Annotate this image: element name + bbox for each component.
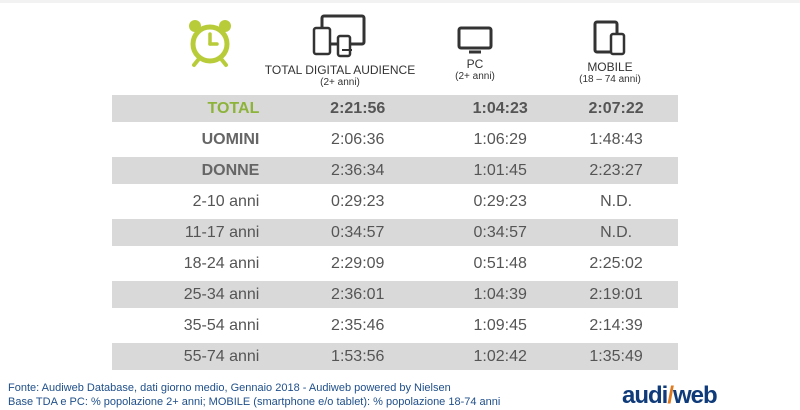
multi-device-icon (260, 12, 420, 60)
source-note: Fonte: Audiweb Database, dati giorno med… (8, 381, 500, 409)
column-sub-pc: (2+ anni) (455, 71, 495, 82)
table-row: 2-10 anni 0:29:23 0:29:23 N.D. (112, 188, 678, 215)
row-label: TOTAL (207, 99, 260, 117)
cell-total: 0:34:57 (331, 223, 385, 241)
cell-mobile: 1:35:49 (589, 347, 643, 365)
table-row: 18-24 anni 2:29:09 0:51:48 2:25:02 (112, 250, 678, 277)
cell-mobile: 2:14:39 (589, 316, 643, 334)
cell-pc: 0:34:57 (473, 223, 527, 241)
cell-pc: 1:04:39 (473, 285, 527, 303)
cell-pc: 1:02:42 (473, 347, 527, 365)
cell-pc: 1:09:45 (473, 316, 527, 334)
row-label: 35-54 anni (183, 316, 260, 334)
logo-slash: / (667, 382, 674, 409)
cell-pc: 0:29:23 (473, 192, 527, 210)
row-label: 25-34 anni (183, 285, 260, 303)
cell-total: 2:35:46 (331, 316, 385, 334)
cell-pc: 1:04:23 (472, 99, 528, 117)
column-title-pc: PC (466, 57, 484, 71)
source-line-1: Fonte: Audiweb Database, dati giorno med… (8, 382, 451, 394)
column-sub-total: (2+ anni) (320, 77, 360, 88)
column-header-total: TOTAL DIGITAL AUDIENCE (2+ anni) (260, 12, 420, 89)
cell-mobile: N.D. (600, 223, 633, 241)
cell-total: 2:29:09 (331, 254, 385, 272)
cell-pc: 1:01:45 (473, 161, 527, 179)
row-label: 11-17 anni (184, 223, 260, 241)
column-header-mobile: MOBILE (18 – 74 anni) (545, 20, 675, 86)
cell-total: 2:06:36 (331, 130, 385, 148)
column-title-mobile: MOBILE (587, 60, 633, 74)
cell-total: 2:21:56 (330, 99, 386, 117)
table-row: 55-74 anni 1:53:56 1:02:42 1:35:49 (112, 343, 678, 370)
table-row: 25-34 anni 2:36:01 1:04:39 2:19:01 (112, 281, 678, 308)
row-label: 2-10 anni (192, 192, 260, 210)
cell-mobile: N.D. (600, 192, 633, 210)
row-label: UOMINI (201, 130, 260, 148)
column-title-total: TOTAL DIGITAL AUDIENCE (264, 63, 416, 77)
audiweb-logo: audi/web (622, 382, 718, 410)
table-row: 35-54 anni 2:35:46 1:09:45 2:14:39 (112, 312, 678, 339)
table-row: UOMINI 2:06:36 1:06:29 1:48:43 (112, 126, 678, 153)
row-label: 55-74 anni (183, 347, 260, 365)
cell-total: 0:29:23 (331, 192, 385, 210)
source-line-2: Base TDA e PC: % popolazione 2+ anni; MO… (8, 396, 501, 408)
logo-part-1: audi (622, 382, 668, 409)
row-label: 18-24 anni (183, 254, 260, 272)
cell-total: 2:36:34 (331, 161, 385, 179)
cell-mobile: 2:19:01 (589, 285, 643, 303)
cell-pc: 0:51:48 (473, 254, 527, 272)
column-sub-mobile: (18 – 74 anni) (579, 74, 641, 85)
audience-time-table: TOTAL 2:21:56 1:04:23 2:07:22 UOMINI 2:0… (112, 95, 678, 374)
cell-total: 2:36:01 (331, 285, 385, 303)
cell-mobile: 2:23:27 (589, 161, 643, 179)
monitor-icon (410, 26, 540, 54)
cell-pc: 1:06:29 (473, 130, 527, 148)
row-label: DONNE (201, 161, 260, 179)
top-divider (0, 0, 800, 3)
cell-mobile: 2:07:22 (588, 99, 644, 117)
table-row: DONNE 2:36:34 1:01:45 2:23:27 (112, 157, 678, 184)
table-row: 11-17 anni 0:34:57 0:34:57 N.D. (112, 219, 678, 246)
cell-mobile: 1:48:43 (589, 130, 643, 148)
tablet-phone-icon (545, 20, 675, 56)
table-row-total: TOTAL 2:21:56 1:04:23 2:07:22 (112, 95, 678, 122)
cell-mobile: 2:25:02 (589, 254, 643, 272)
cell-total: 1:53:56 (331, 347, 385, 365)
logo-part-2: web (673, 382, 718, 409)
alarm-clock-icon (184, 16, 236, 73)
column-header-pc: PC (2+ anni) (410, 26, 540, 83)
